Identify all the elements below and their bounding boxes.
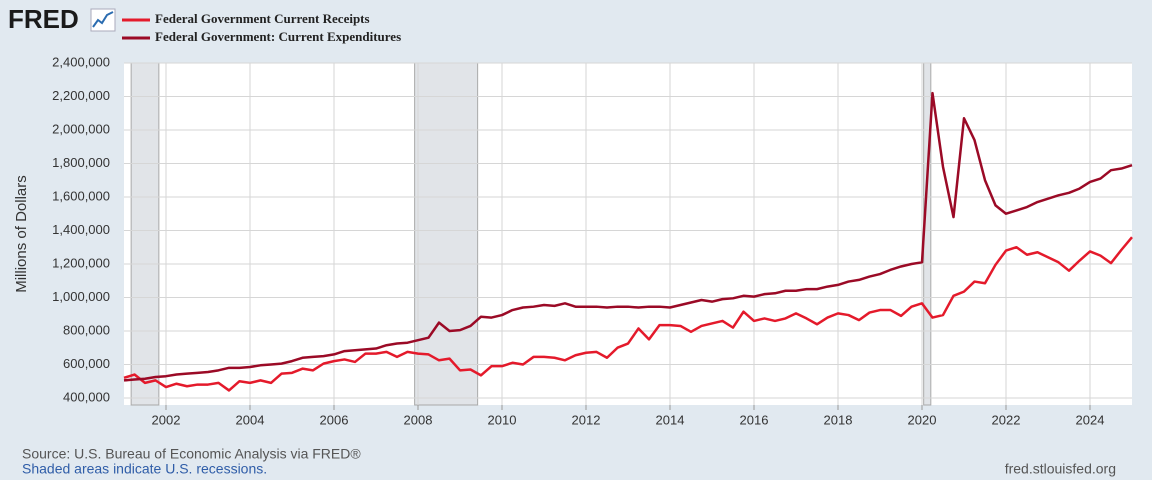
recession-shade <box>130 62 160 406</box>
x-tick-label: 2002 <box>152 412 181 427</box>
recession-note: Shaded areas indicate U.S. recessions. <box>22 461 267 477</box>
legend-label: Federal Government: Current Expenditures <box>155 29 401 44</box>
legend-label: Federal Government Current Receipts <box>155 11 370 26</box>
series-line <box>123 236 1133 392</box>
y-tick-label: 400,000 <box>63 389 110 404</box>
y-tick-label: 1,200,000 <box>52 255 110 270</box>
x-tick-label: 2020 <box>908 412 937 427</box>
x-tick-label: 2018 <box>824 412 853 427</box>
x-tick-label: 2010 <box>488 412 517 427</box>
logo-icon <box>90 8 116 32</box>
y-axis-label: Millions of Dollars <box>13 175 30 293</box>
x-tick-label: 2004 <box>236 412 265 427</box>
x-tick-label: 2022 <box>992 412 1021 427</box>
recession-shade <box>414 62 479 406</box>
x-tick-label: 2016 <box>740 412 769 427</box>
plot-area <box>124 63 1132 405</box>
y-tick-label: 1,000,000 <box>52 289 110 304</box>
x-tick-label: 2012 <box>572 412 601 427</box>
logo: FRED <box>8 4 79 34</box>
y-tick-label: 1,600,000 <box>52 188 110 203</box>
x-tick-label: 2008 <box>404 412 433 427</box>
source: Source: U.S. Bureau of Economic Analysis… <box>22 446 361 462</box>
y-tick-label: 2,200,000 <box>52 88 110 103</box>
y-tick-label: 800,000 <box>63 322 110 337</box>
x-tick-label: 2014 <box>656 412 685 427</box>
y-tick-label: 600,000 <box>63 356 110 371</box>
series-line <box>123 91 1133 382</box>
source-url: fred.stlouisfed.org <box>1005 461 1116 477</box>
y-tick-label: 2,400,000 <box>52 54 110 69</box>
x-tick-label: 2006 <box>320 412 349 427</box>
x-tick-label: 2024 <box>1076 412 1105 427</box>
y-tick-label: 1,800,000 <box>52 155 110 170</box>
y-tick-label: 1,400,000 <box>52 222 110 237</box>
y-tick-label: 2,000,000 <box>52 121 110 136</box>
